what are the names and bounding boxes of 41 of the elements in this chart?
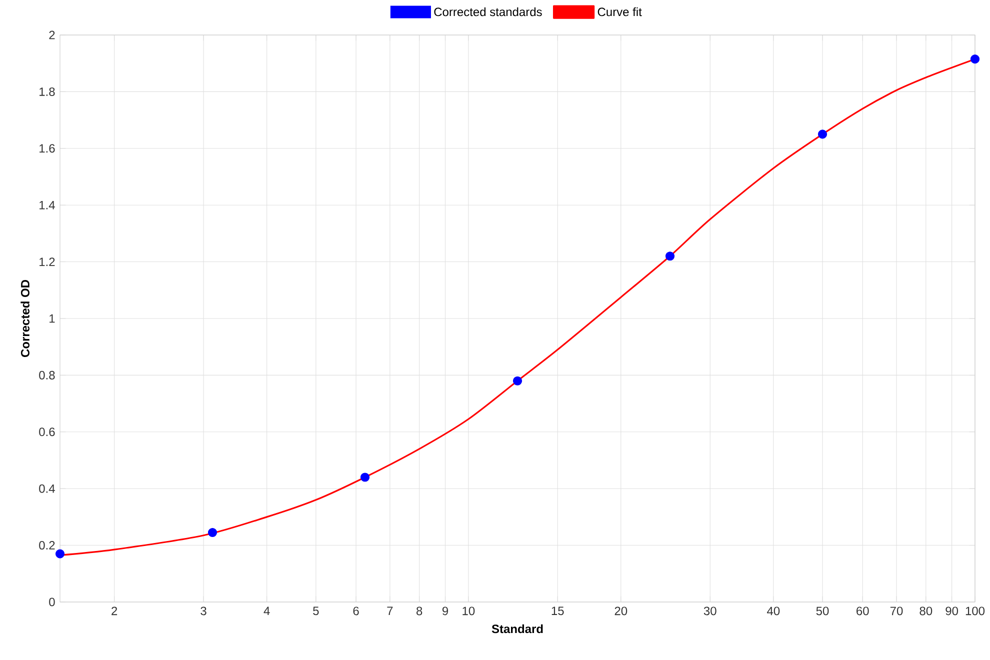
- x-tick-label: 50: [816, 606, 829, 616]
- x-tick-label: 100: [966, 606, 985, 616]
- x-axis-title: Standard: [492, 624, 543, 634]
- x-tick-label: 4: [264, 606, 270, 615]
- point: [512, 376, 522, 386]
- x-tick-label: 7: [387, 606, 393, 615]
- x-tick-label: 6: [353, 606, 359, 616]
- point: [665, 252, 675, 261]
- x-tick-label: 9: [442, 606, 448, 616]
- y-tick-label: 1.8: [40, 87, 55, 96]
- point: [55, 549, 65, 558]
- x-tick-label: 10: [462, 606, 475, 616]
- y-tick-label: 1.6: [40, 144, 55, 153]
- x-tick-label: 30: [704, 606, 716, 616]
- y-tick-label: 1.4: [40, 200, 55, 210]
- legend-label: Corrected standards: [434, 7, 542, 16]
- x-tick-label: 5: [313, 606, 319, 616]
- point: [208, 528, 218, 538]
- x-tick-label: 20: [614, 606, 628, 616]
- x-tick-label: 70: [890, 606, 903, 616]
- y-axis-title: Corrected OD: [20, 280, 30, 357]
- y-tick-label: 0.4: [39, 484, 55, 493]
- x-tick-label: 3: [200, 606, 206, 616]
- point: [818, 130, 828, 139]
- y-tick-label: 1: [50, 314, 55, 323]
- x-tick-label: 8: [416, 606, 422, 616]
- x-tick-label: 40: [767, 606, 780, 616]
- x-tick-label: 80: [920, 606, 932, 616]
- x-tick-label: 15: [552, 606, 564, 616]
- legend-label: Curve fit: [598, 7, 642, 16]
- y-tick-label: 2: [49, 30, 55, 40]
- x-tick-label: 2: [112, 606, 118, 616]
- point: [970, 54, 980, 64]
- y-tick-label: 0.2: [39, 541, 55, 550]
- x-tick-label: 60: [856, 606, 869, 616]
- point: [360, 472, 370, 482]
- y-tick-label: 0.6: [39, 428, 55, 436]
- x-tick-label: 90: [946, 606, 958, 616]
- y-tick-label: 0: [49, 598, 55, 606]
- y-tick-label: 1.2: [40, 258, 55, 266]
- y-tick-label: 0.8: [39, 370, 55, 380]
